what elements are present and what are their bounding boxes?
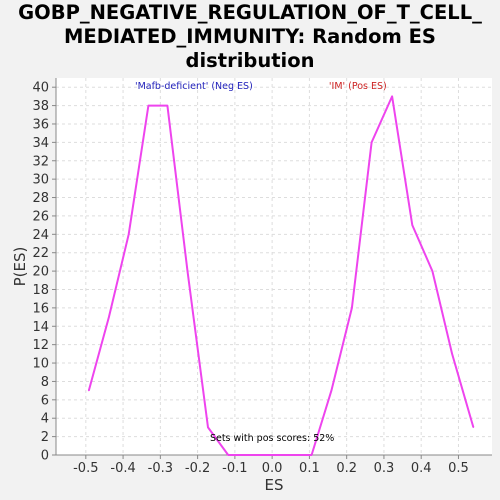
data-point <box>88 390 90 392</box>
x-tick-label: 0.0 <box>262 461 283 476</box>
y-axis-title: P(ES) <box>11 247 29 287</box>
data-point <box>351 307 353 309</box>
data-point <box>128 233 130 235</box>
x-axis-title: ES <box>265 476 284 494</box>
x-tick-label: -0.4 <box>110 461 135 476</box>
x-tick-label: 0.2 <box>336 461 357 476</box>
data-point <box>166 104 169 107</box>
data-point <box>287 454 289 456</box>
y-tick-label: 18 <box>32 283 49 298</box>
x-tick-label: -0.5 <box>73 461 98 476</box>
y-tick-label: 0 <box>41 449 49 464</box>
y-tick-label: 36 <box>32 117 49 132</box>
x-tick-label: -0.3 <box>148 461 173 476</box>
x-tick-label: -0.1 <box>222 461 247 476</box>
y-tick-label: 34 <box>32 136 49 151</box>
y-tick-label: 12 <box>32 338 49 353</box>
y-tick-label: 14 <box>32 320 49 335</box>
x-tick-label: 0.4 <box>411 461 432 476</box>
data-point <box>311 454 313 456</box>
data-point <box>472 426 474 429</box>
data-point <box>147 104 150 107</box>
data-point <box>411 224 413 226</box>
data-point <box>207 426 209 429</box>
y-tick-label: 40 <box>32 81 49 96</box>
data-point <box>330 390 332 392</box>
x-tick-label: -0.2 <box>185 461 210 476</box>
y-tick-label: 8 <box>41 375 49 390</box>
y-tick-label: 38 <box>32 99 49 114</box>
y-tick-label: 16 <box>32 301 49 316</box>
y-tick-label: 22 <box>32 246 49 261</box>
y-tick-label: 30 <box>32 173 49 188</box>
data-point <box>451 353 453 355</box>
y-tick-label: 4 <box>41 412 49 427</box>
x-tick-label: 0.1 <box>299 461 320 476</box>
data-point <box>371 141 373 143</box>
x-tick-label: 0.5 <box>448 461 469 476</box>
y-tick-label: 6 <box>41 393 49 408</box>
data-point <box>247 454 249 456</box>
y-tick-label: 28 <box>32 191 49 206</box>
data-point <box>186 270 189 272</box>
data-point <box>108 316 110 318</box>
y-tick-label: 20 <box>32 265 49 280</box>
data-point <box>227 454 229 456</box>
x-tick-label: 0.3 <box>374 461 395 476</box>
annotation-label: 'Mafb-deficient' (Neg ES) <box>135 81 253 92</box>
title-line-2: MEDIATED_IMMUNITY: Random ES <box>64 25 436 48</box>
y-tick-label: 24 <box>32 228 49 243</box>
data-point <box>391 95 393 97</box>
plot-background <box>56 78 492 455</box>
data-point <box>431 270 433 272</box>
chart-title: GOBP_NEGATIVE_REGULATION_OF_T_CELL_ MEDI… <box>0 1 500 73</box>
y-tick-label: 2 <box>41 430 49 445</box>
y-tick-label: 10 <box>32 357 49 372</box>
y-tick-label: 32 <box>32 154 49 169</box>
title-line-1: GOBP_NEGATIVE_REGULATION_OF_T_CELL_ <box>18 1 482 24</box>
annotation-label: 'IM' (Pos ES) <box>329 81 387 92</box>
title-line-3: distribution <box>185 49 315 72</box>
data-point <box>267 454 269 456</box>
y-tick-label: 26 <box>32 209 49 224</box>
annotation-label: Sets with pos scores: 52% <box>210 433 334 444</box>
series-line <box>87 95 475 456</box>
